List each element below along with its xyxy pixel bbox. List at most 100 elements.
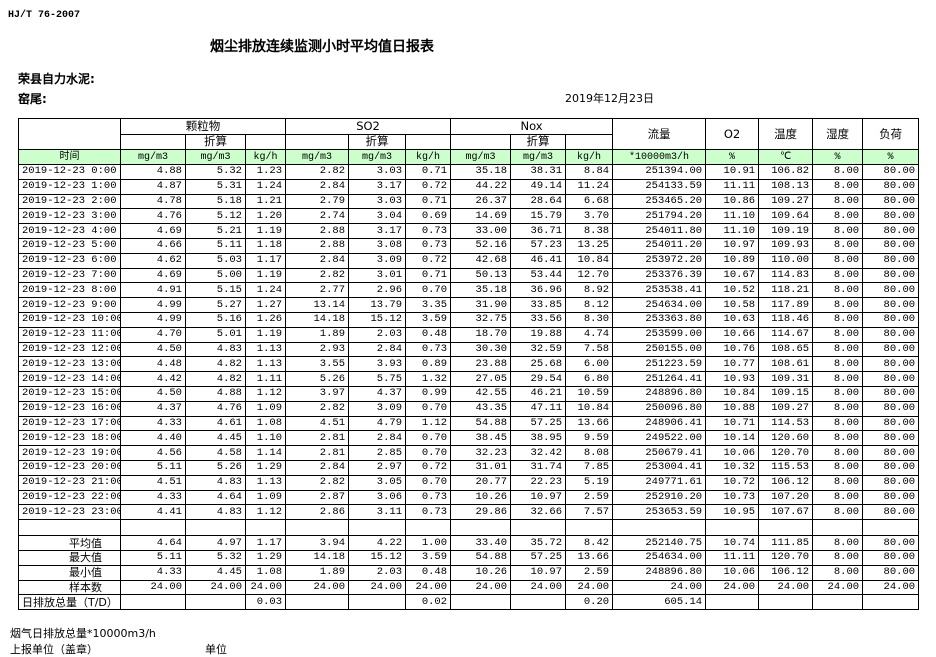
value-cell: 6.80 bbox=[565, 371, 614, 387]
table-row: 2019-12-23 12:00 4.50 4.83 1.13 2.93 2.84 0.73… bbox=[18, 341, 920, 358]
value-cell: 52.16 bbox=[450, 237, 512, 254]
value-cell: 253363.80 bbox=[612, 311, 707, 328]
value-cell: 8.08 bbox=[565, 445, 614, 461]
value-cell: 0.70 bbox=[405, 445, 452, 461]
empty-cell bbox=[758, 594, 814, 611]
value-cell: 4.82 bbox=[185, 371, 246, 387]
value-cell: 7.85 bbox=[565, 459, 614, 476]
value-cell: 57.25 bbox=[510, 415, 567, 432]
unit-header: kg/h bbox=[244, 149, 287, 165]
value-cell: 1.19 bbox=[244, 223, 287, 239]
time-cell: 2019-12-23 1:00 bbox=[18, 178, 121, 195]
value-cell: 4.66 bbox=[120, 237, 186, 254]
empty-cell bbox=[185, 519, 246, 537]
value-cell: 10.14 bbox=[705, 430, 760, 447]
value-cell: 10.97 bbox=[705, 237, 760, 254]
value-cell: 14.18 bbox=[285, 311, 350, 328]
value-cell: 4.51 bbox=[120, 474, 186, 491]
value-cell: 0.72 bbox=[405, 178, 452, 195]
unit-header: mg/m3 bbox=[120, 149, 186, 165]
value-cell: 80.00 bbox=[862, 371, 920, 387]
value-cell: 4.70 bbox=[120, 326, 186, 343]
unit-header: mg/m3 bbox=[348, 149, 407, 165]
value-cell: 2.03 bbox=[348, 326, 407, 343]
value-cell: 13.79 bbox=[348, 297, 407, 313]
value-cell: 31.01 bbox=[450, 459, 512, 476]
value-cell: 0.71 bbox=[405, 163, 452, 180]
value-cell: 10.76 bbox=[705, 341, 760, 358]
value-cell: 2.82 bbox=[285, 474, 350, 491]
summary-cell: 111.85 bbox=[758, 535, 814, 551]
value-cell: 4.83 bbox=[185, 341, 246, 358]
summary-label: 最大值 bbox=[18, 549, 121, 566]
column-header: 温度 bbox=[758, 117, 814, 151]
value-cell: 1.21 bbox=[244, 193, 287, 210]
value-cell: 0.70 bbox=[405, 430, 452, 447]
value-cell: 1.10 bbox=[244, 430, 287, 447]
value-cell: 0.48 bbox=[405, 326, 452, 343]
value-cell: 5.26 bbox=[285, 371, 350, 387]
value-cell: 250096.80 bbox=[612, 400, 707, 417]
value-cell: 5.18 bbox=[185, 193, 246, 210]
value-cell: 80.00 bbox=[862, 282, 920, 299]
value-cell: 57.23 bbox=[510, 237, 567, 254]
summary-cell: 1.08 bbox=[244, 564, 287, 581]
value-cell: 248896.80 bbox=[612, 385, 707, 402]
value-cell: 29.54 bbox=[510, 371, 567, 387]
value-cell: 4.37 bbox=[120, 400, 186, 417]
value-cell: 0.69 bbox=[405, 208, 452, 225]
value-cell: 10.77 bbox=[705, 356, 760, 373]
value-cell: 44.22 bbox=[450, 178, 512, 195]
table-row: 2019-12-23 21:00 4.51 4.83 1.13 2.82 3.05 0.70… bbox=[18, 474, 920, 491]
value-cell: 117.89 bbox=[758, 297, 814, 313]
summary-cell: 1.89 bbox=[285, 564, 350, 581]
summary-cell: 1.00 bbox=[405, 535, 452, 551]
value-cell: 4.69 bbox=[120, 267, 186, 284]
unit-header: mg/m3 bbox=[510, 149, 567, 165]
time-cell: 2019-12-23 7:00 bbox=[18, 267, 121, 284]
empty-cell bbox=[565, 519, 614, 537]
value-cell: 46.41 bbox=[510, 252, 567, 269]
value-cell: 8.00 bbox=[812, 430, 864, 447]
value-cell: 10.06 bbox=[705, 445, 760, 461]
value-cell: 80.00 bbox=[862, 459, 920, 476]
value-cell: 1.12 bbox=[244, 385, 287, 402]
value-cell: 0.73 bbox=[405, 237, 452, 254]
value-cell: 2.82 bbox=[285, 267, 350, 284]
value-cell: 0.70 bbox=[405, 474, 452, 491]
value-cell: 2.93 bbox=[285, 341, 350, 358]
value-cell: 4.91 bbox=[120, 282, 186, 299]
value-cell: 3.55 bbox=[285, 356, 350, 373]
value-cell: 25.68 bbox=[510, 356, 567, 373]
table-row: 2019-12-23 11:00 4.70 5.01 1.19 1.89 2.03 0.48… bbox=[18, 326, 920, 343]
table-row: 2019-12-23 6:00 4.62 5.03 1.17 2.84 3.09 0.72 4… bbox=[18, 252, 920, 269]
value-cell: 4.83 bbox=[185, 474, 246, 491]
table-body: 颗粒物 SO2 Nox 流量 O2 温度 湿度 负荷 折算 折算 折算 时间 mg… bbox=[18, 117, 920, 611]
value-cell: 4.76 bbox=[120, 208, 186, 225]
summary-cell: 4.97 bbox=[185, 535, 246, 551]
value-cell: 10.89 bbox=[705, 252, 760, 269]
total-cell: 0.20 bbox=[565, 594, 614, 611]
value-cell: 4.33 bbox=[120, 489, 186, 506]
value-cell: 80.00 bbox=[862, 237, 920, 254]
time-cell: 2019-12-23 9:00 bbox=[18, 297, 121, 313]
value-cell: 106.82 bbox=[758, 163, 814, 180]
column-header: 流量 bbox=[612, 117, 707, 151]
value-cell: 30.30 bbox=[450, 341, 512, 358]
value-cell: 3.08 bbox=[348, 237, 407, 254]
value-cell: 5.11 bbox=[185, 237, 246, 254]
value-cell: 10.84 bbox=[565, 400, 614, 417]
value-cell: 0.73 bbox=[405, 504, 452, 521]
total-cell: 0.02 bbox=[405, 594, 452, 611]
value-cell: 0.99 bbox=[405, 385, 452, 402]
summary-cell: 248896.80 bbox=[612, 564, 707, 581]
value-cell: 2.86 bbox=[285, 504, 350, 521]
value-cell: 80.00 bbox=[862, 252, 920, 269]
value-cell: 80.00 bbox=[862, 474, 920, 491]
header-row: 颗粒物 SO2 Nox 流量 O2 温度 湿度 负荷 bbox=[18, 117, 920, 151]
unit-header: mg/m3 bbox=[450, 149, 512, 165]
empty-cell bbox=[450, 594, 512, 611]
value-cell: 80.00 bbox=[862, 193, 920, 210]
value-cell: 8.30 bbox=[565, 311, 614, 328]
value-cell: 0.71 bbox=[405, 267, 452, 284]
